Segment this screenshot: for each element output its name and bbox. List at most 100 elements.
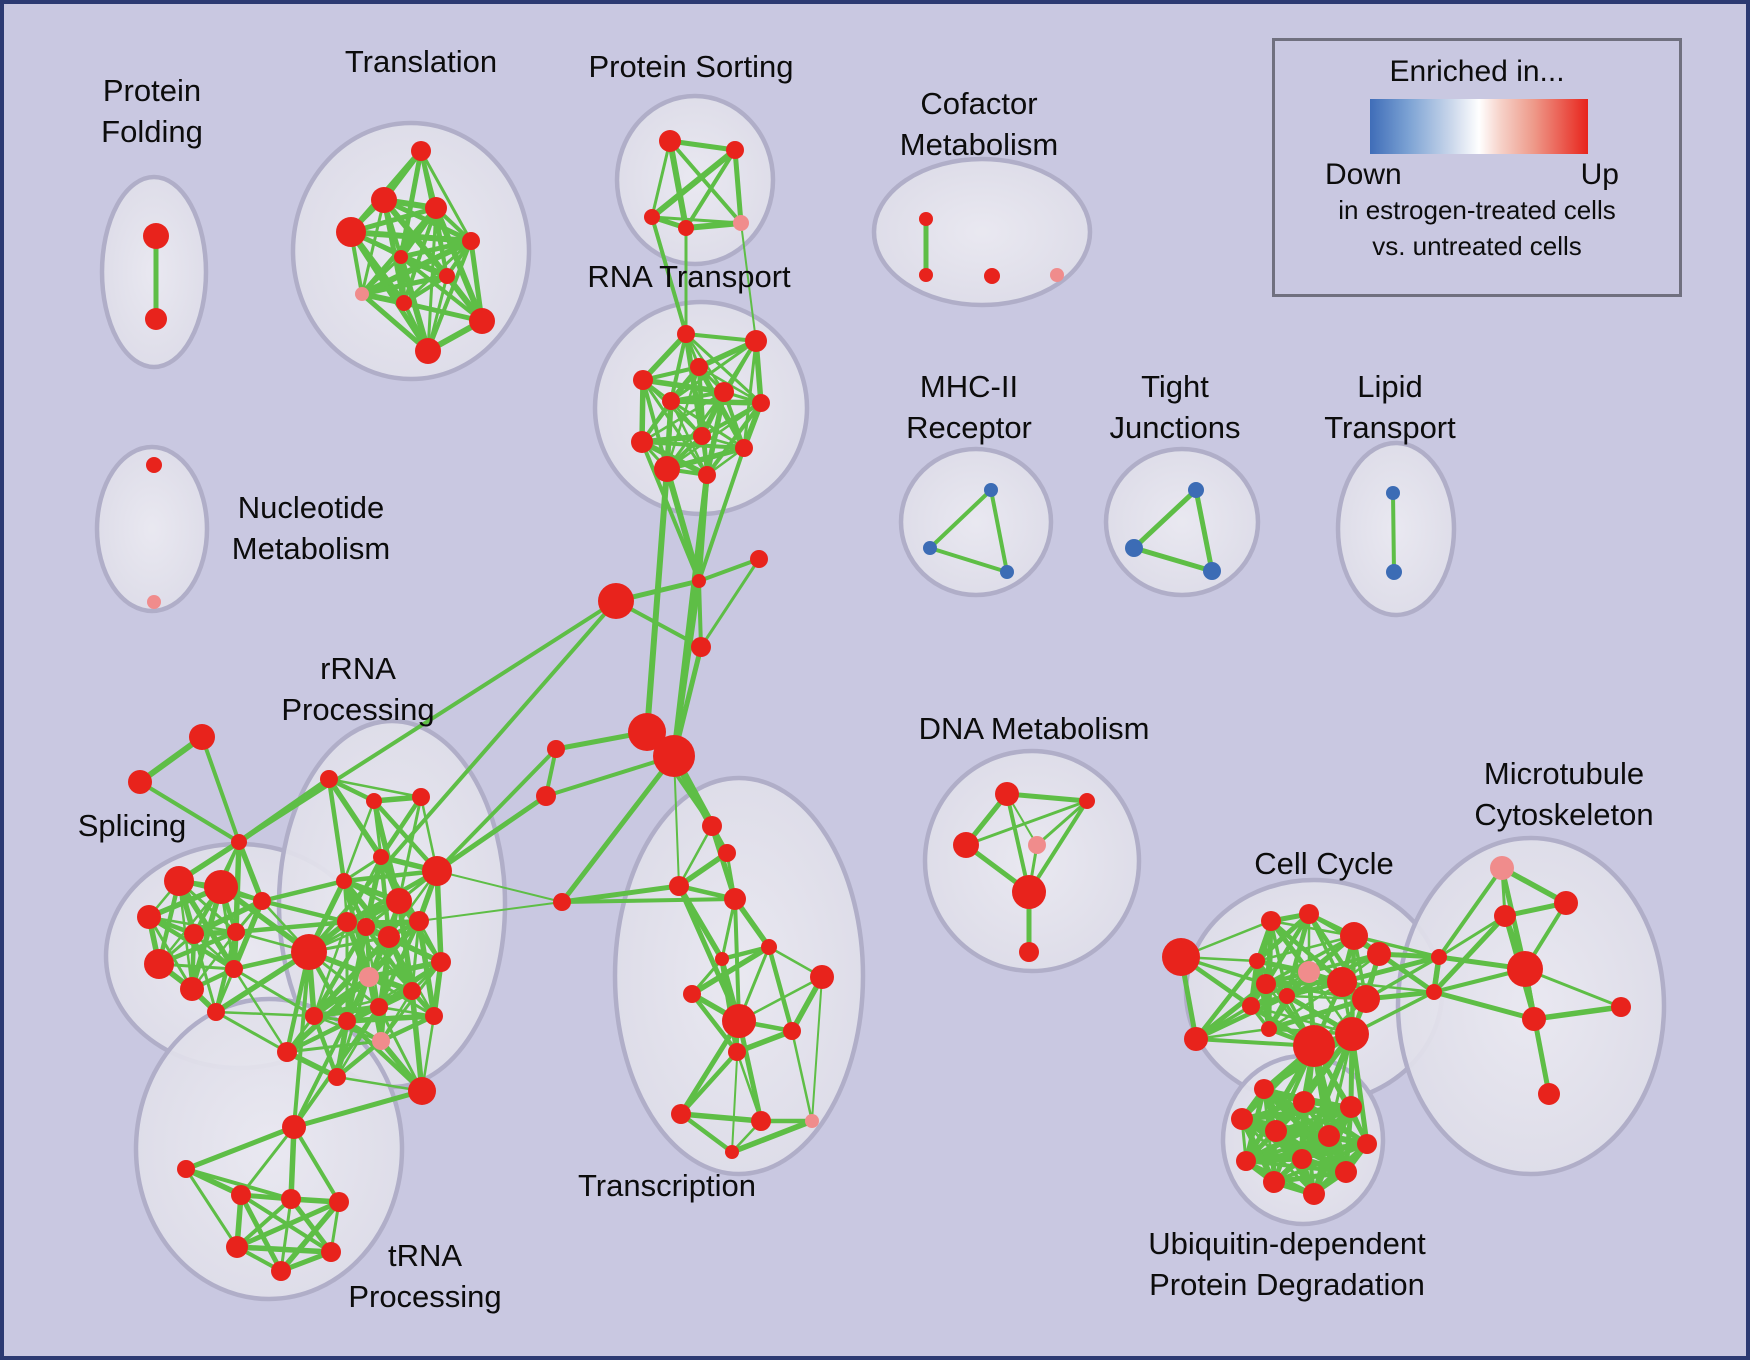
gene-set-node-cf1 bbox=[919, 212, 933, 226]
network-edge bbox=[311, 934, 392, 1019]
network-edge bbox=[1243, 1043, 1317, 1164]
gene-set-node-t12 bbox=[671, 1104, 691, 1124]
network-edge bbox=[235, 1197, 293, 1249]
gene-set-node-t13 bbox=[751, 1111, 771, 1131]
network-edge bbox=[402, 274, 449, 305]
network-edge bbox=[664, 466, 702, 584]
gene-set-node-tj3 bbox=[1203, 562, 1221, 580]
gene-set-node-d5 bbox=[1012, 875, 1046, 909]
network-edge bbox=[649, 147, 738, 220]
network-edge bbox=[344, 1013, 437, 1024]
gene-set-node-j2 bbox=[691, 637, 711, 657]
network-edge bbox=[232, 967, 289, 1054]
gene-set-node-rt8 bbox=[693, 427, 711, 445]
gene-set-node-mtBig bbox=[1507, 951, 1543, 987]
network-edge bbox=[1431, 989, 1537, 1022]
gene-set-node-cc14 bbox=[1335, 1017, 1369, 1051]
gene-set-node-s10 bbox=[207, 1003, 225, 1021]
gene-set-node-cc3 bbox=[1340, 922, 1368, 950]
gene-set-node-d1 bbox=[995, 782, 1019, 806]
gene-set-node-cc6 bbox=[1298, 961, 1320, 983]
gene-set-node-rt3 bbox=[690, 358, 708, 376]
network-edge bbox=[419, 149, 473, 243]
gene-set-node-t4 bbox=[724, 888, 746, 910]
network-edge bbox=[191, 898, 265, 937]
network-edge bbox=[731, 1020, 740, 1153]
network-edge bbox=[398, 254, 450, 279]
gene-set-node-s5 bbox=[227, 923, 245, 941]
network-edge bbox=[668, 139, 743, 225]
gene-set-node-u1 bbox=[1254, 1079, 1274, 1099]
cluster-label-mhc-ii-receptor-line1: MHC-II bbox=[920, 369, 1018, 404]
network-edge bbox=[348, 229, 474, 244]
gene-set-node-mtC bbox=[1494, 905, 1516, 927]
network-edge bbox=[1339, 954, 1442, 985]
gene-set-node-p13 bbox=[359, 967, 379, 987]
network-edge bbox=[1352, 934, 1441, 959]
gene-set-node-s6 bbox=[144, 949, 174, 979]
network-edge bbox=[928, 488, 993, 550]
gene-set-node-rt4 bbox=[633, 370, 653, 390]
gene-set-node-p6 bbox=[336, 873, 352, 889]
gene-set-node-ccBL bbox=[1184, 1027, 1208, 1051]
gene-set-node-u12 bbox=[1303, 1183, 1325, 1205]
gene-set-node-t5 bbox=[761, 939, 777, 955]
gene-set-node-u11 bbox=[1263, 1171, 1285, 1193]
network-edge bbox=[259, 878, 347, 904]
network-edge bbox=[359, 291, 431, 354]
network-edge bbox=[397, 795, 423, 903]
gene-set-node-tr2 bbox=[371, 187, 397, 213]
gene-set-node-tr3 bbox=[425, 197, 447, 219]
gene-set-node-p10 bbox=[337, 912, 357, 932]
gene-set-node-ps3 bbox=[644, 209, 660, 225]
network-edge bbox=[288, 1196, 334, 1255]
network-edge bbox=[360, 255, 403, 296]
network-edge bbox=[334, 1038, 384, 1080]
network-nodes bbox=[128, 130, 1631, 1281]
network-edge bbox=[1437, 866, 1504, 959]
network-edge bbox=[360, 198, 386, 296]
gene-set-node-ccL bbox=[1162, 938, 1200, 976]
gene-set-node-bigL bbox=[598, 583, 634, 619]
network-edge bbox=[189, 884, 224, 992]
gene-set-node-p19 bbox=[408, 1077, 436, 1105]
gene-set-node-u6 bbox=[1318, 1125, 1340, 1147]
network-edge bbox=[964, 799, 1089, 847]
network-edge bbox=[729, 1118, 815, 1155]
gene-set-node-pf2 bbox=[145, 308, 167, 330]
gene-set-node-u3 bbox=[1340, 1096, 1362, 1118]
gene-set-node-rt11 bbox=[654, 456, 680, 482]
network-edge bbox=[409, 988, 425, 1094]
legend-down-label: Down bbox=[1325, 158, 1402, 191]
gene-set-node-cf3 bbox=[984, 268, 1000, 284]
gene-set-node-mtR bbox=[1554, 891, 1578, 915]
gene-set-node-tr5 bbox=[462, 232, 480, 250]
network-edge bbox=[311, 1004, 382, 1019]
network-edge bbox=[416, 918, 437, 1019]
network-edge bbox=[341, 868, 440, 884]
gene-set-node-p9 bbox=[357, 918, 375, 936]
network-edge bbox=[1499, 865, 1569, 906]
gene-set-node-p3 bbox=[412, 788, 430, 806]
gene-set-node-s4 bbox=[184, 924, 204, 944]
gene-set-node-p12 bbox=[431, 952, 451, 972]
gene-set-node-q2 bbox=[281, 1189, 301, 1209]
network-edge bbox=[1522, 966, 1552, 1097]
gene-set-node-d2 bbox=[1079, 793, 1095, 809]
network-edge bbox=[348, 229, 431, 354]
cluster-ellipse-mhc-ii-receptor bbox=[898, 446, 1054, 598]
gene-set-node-mtB2 bbox=[1538, 1083, 1560, 1105]
gene-set-node-t7 bbox=[810, 965, 834, 989]
gene-set-node-mh3 bbox=[1000, 565, 1014, 579]
network-edge bbox=[259, 898, 350, 925]
gene-set-node-rt5 bbox=[714, 382, 734, 402]
cluster-label-rrna-processing-line1: rRNA bbox=[320, 651, 396, 686]
network-edge bbox=[312, 920, 349, 1018]
network-edge bbox=[673, 755, 680, 887]
gene-set-node-tr10 bbox=[469, 308, 495, 334]
gene-set-node-tr6 bbox=[394, 250, 408, 264]
network-edge bbox=[434, 793, 549, 874]
gene-set-node-tr11 bbox=[415, 338, 441, 364]
network-edge bbox=[433, 205, 485, 324]
network-edge bbox=[435, 747, 558, 873]
